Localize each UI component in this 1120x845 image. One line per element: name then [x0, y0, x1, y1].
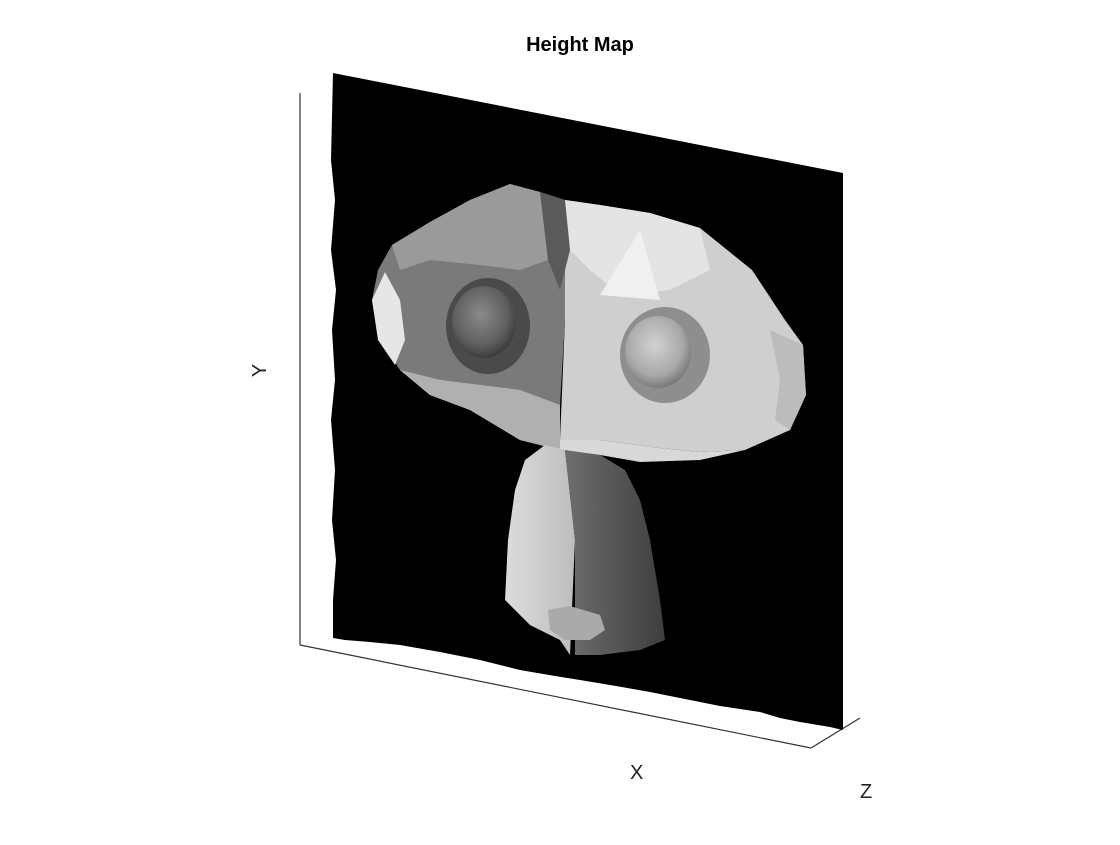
brow-center [540, 192, 570, 290]
neck-right [565, 450, 665, 655]
z-axis-label: Z [860, 781, 873, 803]
chart-title: Height Map [526, 34, 634, 56]
ear-right [770, 330, 806, 430]
cheek-lower-left-shade [400, 370, 560, 450]
chin-fold [548, 606, 605, 640]
ear-left [372, 272, 405, 365]
brow-triangle [600, 230, 660, 300]
eye-right-ball [625, 316, 691, 388]
z-axis-line [810, 717, 861, 749]
eye-left-ball [452, 286, 516, 358]
x-axis-line [299, 644, 812, 749]
x-axis-label: X [630, 762, 644, 784]
y-axis-label: Y [249, 363, 272, 378]
brow-left [392, 184, 548, 270]
neck-left [505, 445, 575, 655]
